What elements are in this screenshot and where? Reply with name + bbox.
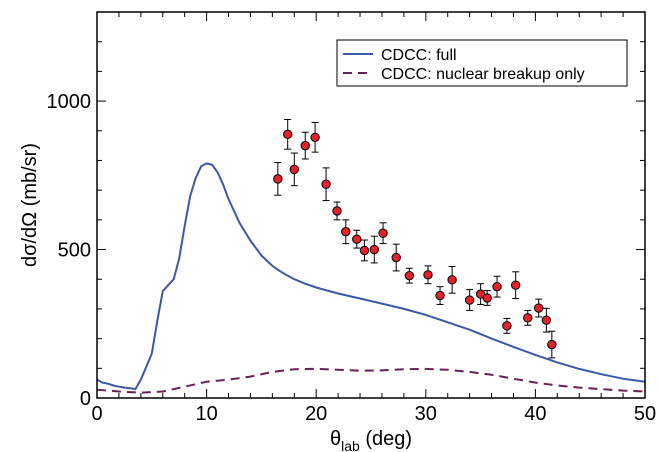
data-point [273,174,283,184]
x-axis-label: θlab (deg) [330,428,412,452]
series-line-nuclear-breakup [97,367,645,394]
plot-frame [96,11,646,399]
data-point [533,303,544,313]
data-point [332,206,342,216]
data-point [423,270,433,280]
data-point [341,227,351,237]
data-point [492,281,502,292]
data-point [435,290,445,301]
y-axis-label: dσ/dΩ (mb/sr) [19,143,41,267]
x-axis-label-subscript: lab [341,438,360,452]
y-tick-label: 1000 [47,91,92,113]
y-tick-label: 500 [58,240,91,262]
data-point [310,132,320,143]
data-point [300,140,310,151]
x-tick-label: 20 [305,403,327,425]
x-tick-label: 0 [91,403,102,425]
series-line-cdcc-full [97,162,645,391]
data-point [378,228,388,238]
x-axis-label-symbol: θ [330,428,341,450]
data-point [447,275,457,285]
data-point [369,244,379,255]
data-point [510,280,521,290]
data-point [321,179,331,189]
x-tick-label: 50 [634,403,656,425]
data-point [359,245,370,256]
data-point [547,339,557,350]
x-tick-label: 40 [524,403,546,425]
data-point [523,313,533,323]
data-points [273,118,557,359]
data-point [541,315,552,325]
data-point [352,234,362,244]
legend-box [336,39,628,87]
data-point [482,293,492,303]
legend-label: CDCC: full [381,47,457,64]
legend: CDCC: full CDCC: nuclear breakup only [336,39,628,87]
x-axis-label-unit: (deg) [360,428,412,450]
data-point [404,270,415,281]
y-tick-label: 0 [80,388,91,410]
data-point [502,321,512,331]
x-tick-label: 10 [195,403,217,425]
data-point [464,295,475,305]
data-point [289,164,299,175]
data-point [283,129,293,140]
data-point [391,252,401,263]
plot-area [97,118,645,394]
legend-label: CDCC: nuclear breakup only [381,66,585,83]
x-tick-label: 30 [415,403,437,425]
